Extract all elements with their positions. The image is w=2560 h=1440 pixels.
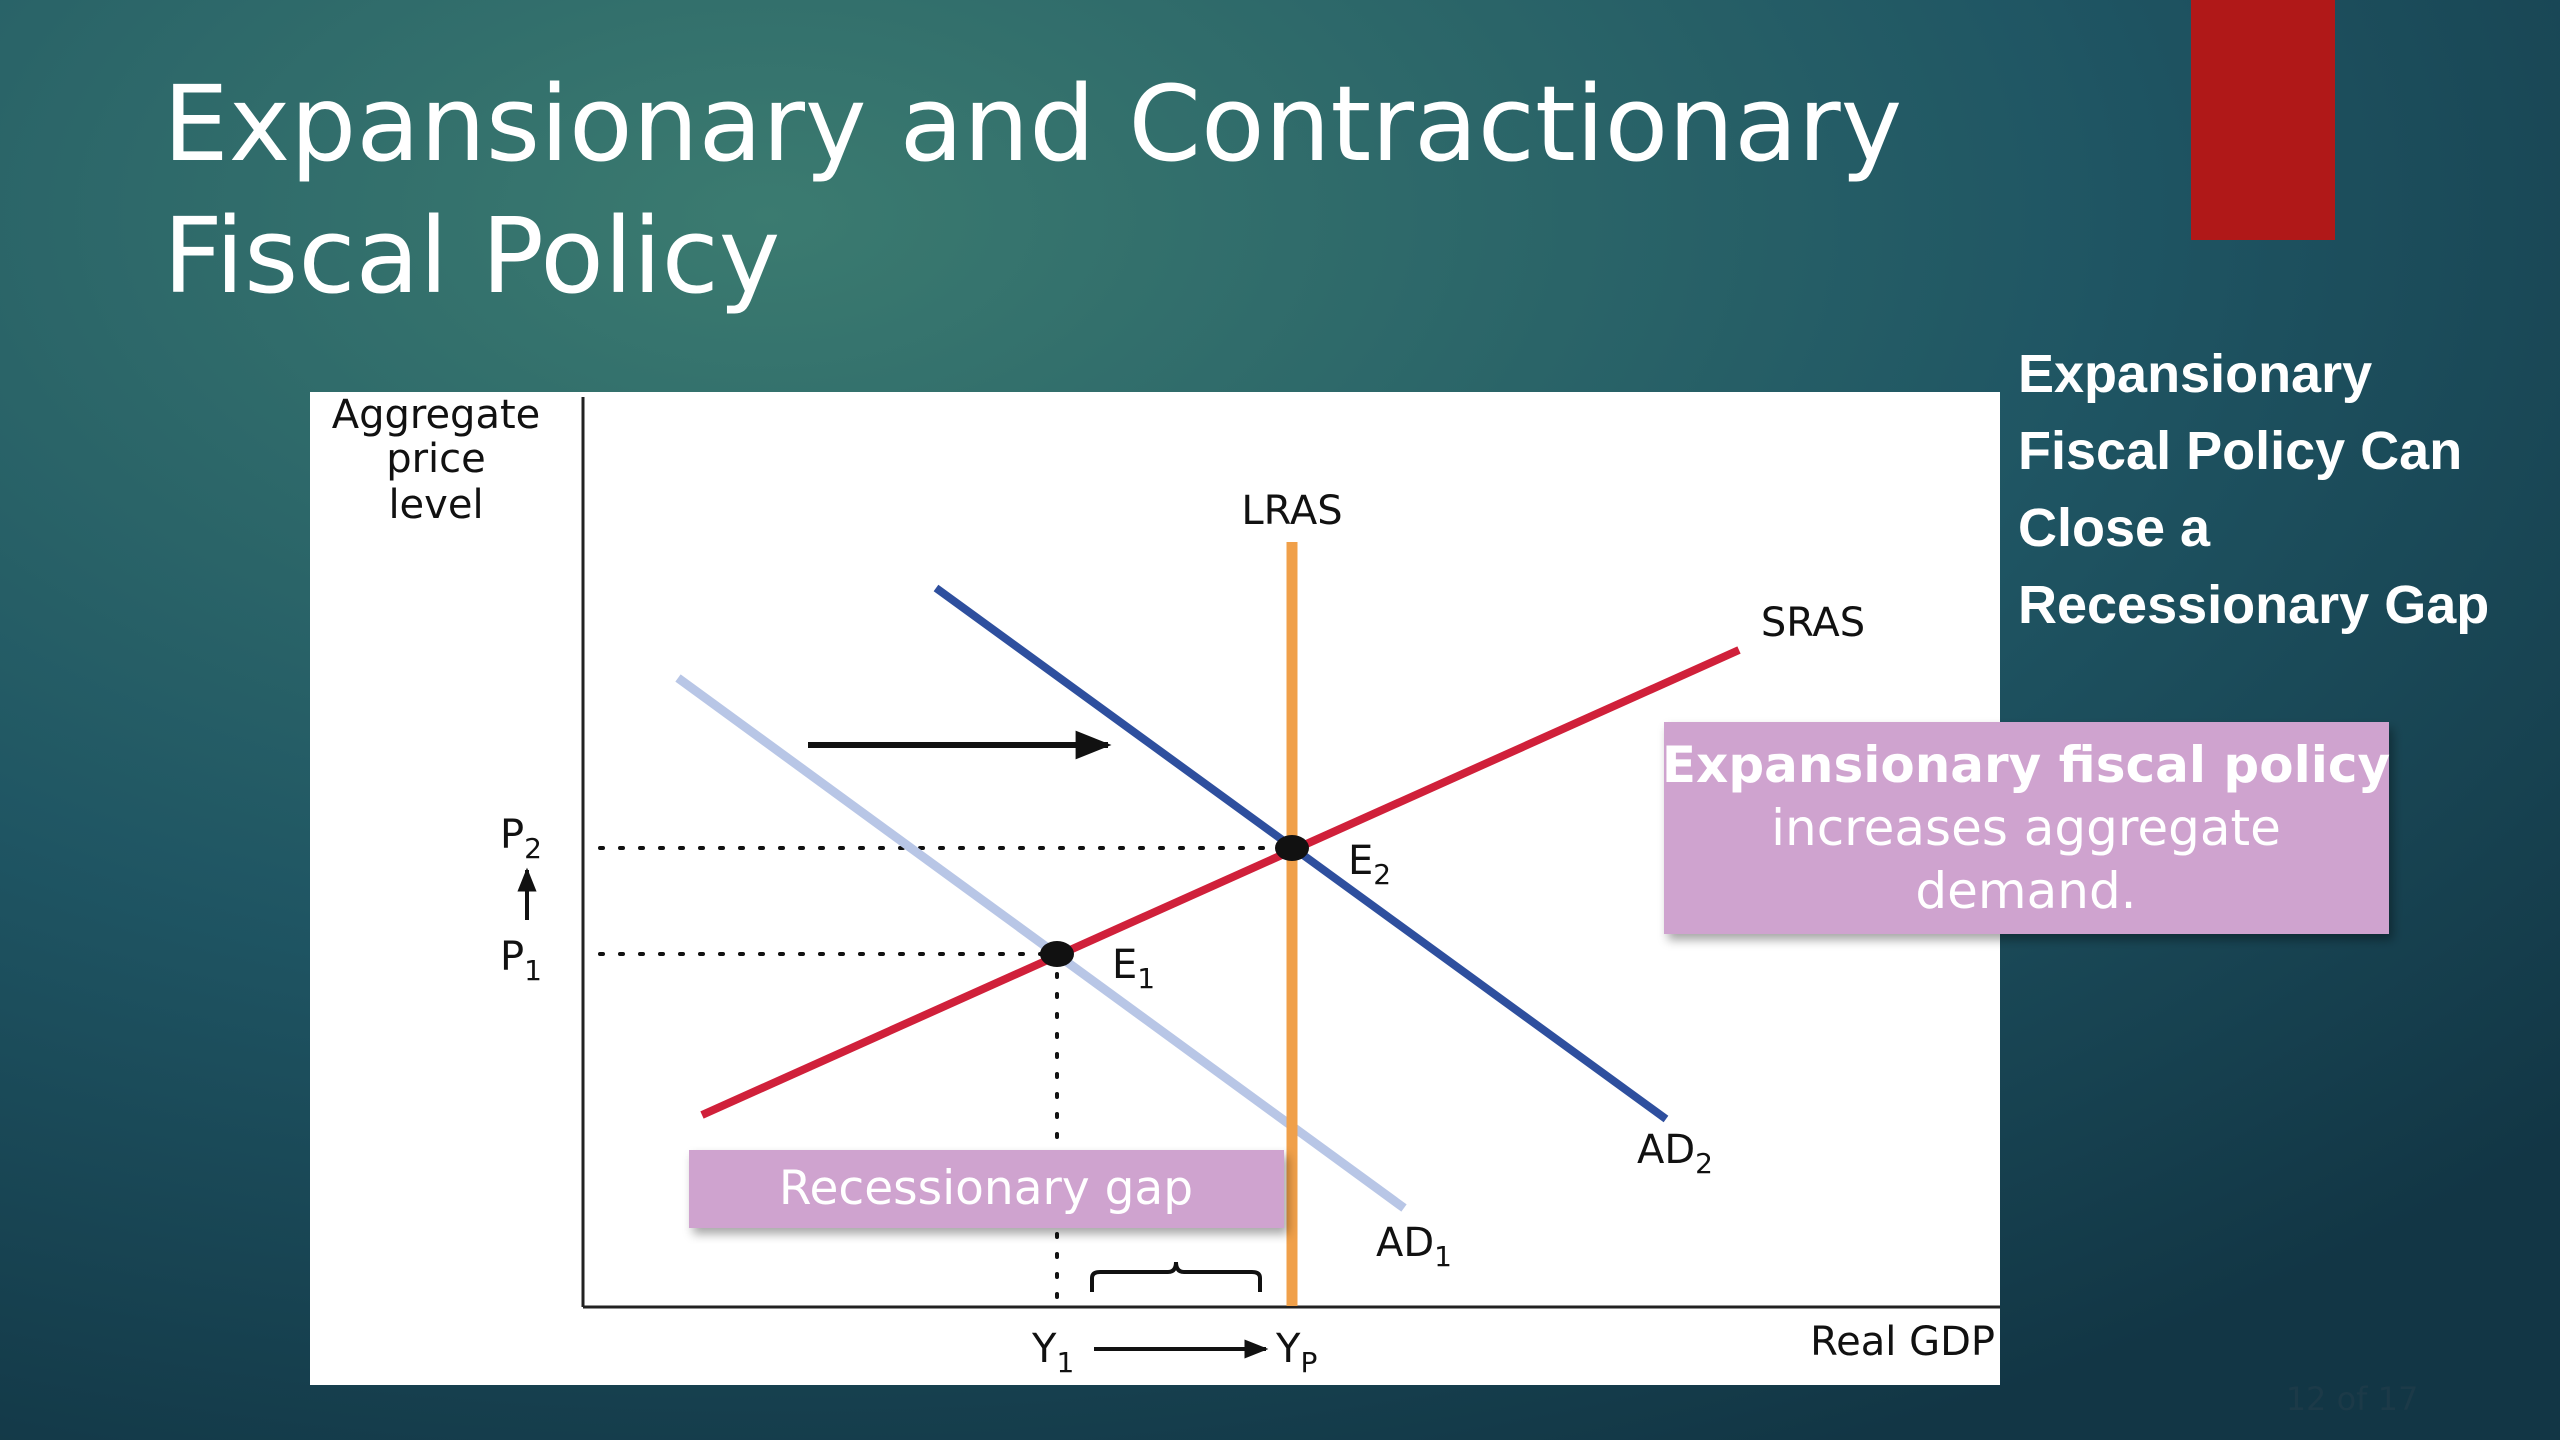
label-sub: 1: [1434, 1240, 1452, 1273]
ad1-label: AD1: [1376, 1220, 1452, 1273]
p2-label: P2: [500, 812, 542, 865]
y1-label: Y1: [1031, 1326, 1074, 1379]
label-main: E: [1348, 838, 1373, 884]
lras-label: LRAS: [1241, 488, 1342, 534]
label-main: AD: [1637, 1127, 1695, 1173]
side-heading-line: Close a: [2018, 498, 2211, 558]
label-sub: 2: [1695, 1147, 1713, 1180]
gap-label: Recessionary gap: [779, 1161, 1193, 1216]
ad1-curve: [675, 674, 1407, 1212]
callout-line: increases aggregate: [1771, 799, 2281, 857]
y-axis-label: Aggregate price level: [332, 392, 541, 528]
label-sub: 1: [1056, 1346, 1074, 1379]
ad2-label: AD2: [1637, 1127, 1713, 1180]
title-line: Expansionary and Contractionary: [163, 63, 1902, 185]
y-axis-label-line: price: [386, 436, 486, 482]
title-line: Fiscal Policy: [163, 195, 780, 317]
callout-box: [1664, 722, 2389, 934]
callout: Expansionary fiscal policy increases agg…: [1662, 736, 2390, 920]
y-axis-label-line: level: [388, 482, 483, 528]
y-axis-label-line: Aggregate: [332, 392, 541, 438]
gap-brace: [1090, 1261, 1262, 1292]
callout-bold: Expansionary fiscal policy: [1662, 736, 2390, 794]
label-main: Y: [1031, 1326, 1057, 1372]
label-main: P: [500, 934, 524, 980]
callout-line: demand.: [1915, 862, 2136, 920]
label-main: AD: [1376, 1220, 1434, 1266]
p1-label: P1: [500, 934, 542, 987]
e1-label: E1: [1112, 942, 1155, 995]
e2-label: E2: [1348, 838, 1391, 891]
label-main: E: [1112, 942, 1137, 988]
side-heading: Expansionary Fiscal Policy Can Close a R…: [2018, 344, 2489, 635]
sras-label: SRAS: [1761, 600, 1865, 646]
equilibrium-point: [1040, 941, 1074, 967]
equilibrium-point: [1275, 835, 1309, 861]
side-heading-line: Fiscal Policy Can: [2018, 421, 2462, 481]
gap-label-box: [689, 1150, 1284, 1228]
page-counter: 12 of 17: [2286, 1380, 2419, 1418]
label-sub: 1: [1137, 962, 1155, 995]
label-main: P: [500, 812, 524, 858]
label-sub: 1: [524, 954, 542, 987]
side-heading-line: Recessionary Gap: [2018, 575, 2489, 635]
x-axis-label: Real GDP: [1810, 1319, 1995, 1365]
accent-bar: [2191, 0, 2335, 240]
label-sub: 2: [1373, 858, 1391, 891]
label-sub: 2: [524, 832, 542, 865]
label-sub: P: [1300, 1346, 1317, 1379]
label-main: Y: [1275, 1326, 1301, 1372]
sras-curve: [700, 646, 1741, 1119]
yp-label: YP: [1275, 1326, 1317, 1379]
side-heading-line: Expansionary: [2018, 344, 2372, 404]
